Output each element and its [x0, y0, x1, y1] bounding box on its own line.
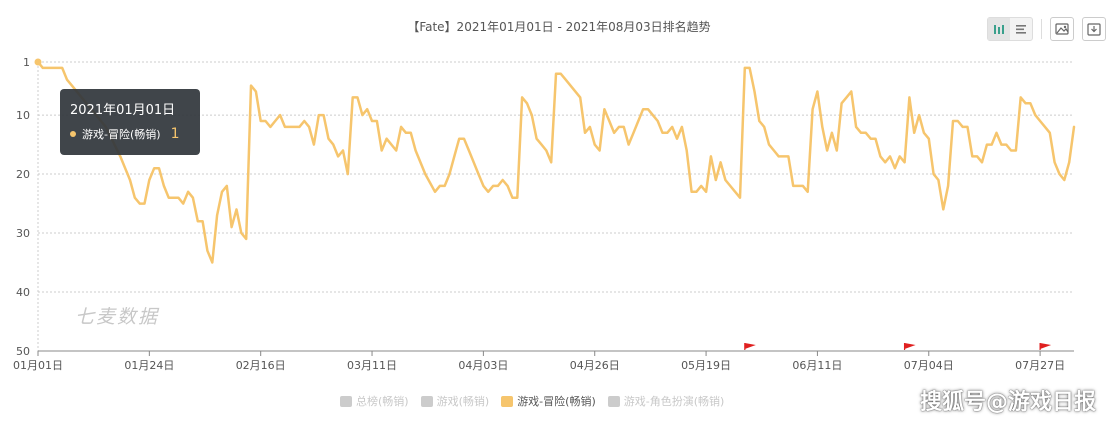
- chart-tooltip: 2021年01月01日 游戏-冒险(畅销) 1: [60, 89, 200, 155]
- y-tick-label: 10: [16, 109, 30, 122]
- x-tick-label: 03月11日: [347, 359, 397, 372]
- flag-icon[interactable]: [744, 343, 756, 350]
- x-tick-label: 04月03日: [458, 359, 508, 372]
- legend-swatch-icon: [420, 395, 433, 407]
- chart-legend: 总榜(畅销) 游戏(畅销) 游戏-冒险(畅销) 游戏-角色扮演(畅销): [340, 393, 724, 409]
- x-tick-label: 01月24日: [124, 359, 174, 372]
- legend-swatch-icon: [501, 395, 514, 407]
- y-axis-ticks: 1 10 20 30 40 50: [16, 56, 30, 358]
- y-tick-label: 40: [16, 286, 30, 299]
- legend-item[interactable]: 游戏-角色扮演(畅销): [607, 393, 725, 409]
- image-icon[interactable]: [1050, 17, 1074, 41]
- series-layer: [34, 58, 1076, 264]
- y-tick-label: 20: [16, 168, 30, 181]
- legend-item[interactable]: 游戏(畅销): [420, 393, 490, 409]
- x-tick-label: 07月04日: [904, 359, 954, 372]
- event-markers: [744, 343, 1052, 350]
- x-tick-label: 07月27日: [1015, 359, 1065, 372]
- watermark: 七麦数据: [75, 306, 160, 328]
- tooltip-value: 1: [170, 126, 180, 142]
- highlighted-point[interactable]: [34, 58, 42, 66]
- y-tick-label: 50: [16, 345, 30, 358]
- chart-title: 【Fate】2021年01月01日 - 2021年08月03日排名趋势: [407, 20, 711, 34]
- tooltip-row: 游戏-冒险(畅销) 1: [70, 126, 190, 142]
- x-tick-label: 05月19日: [681, 359, 731, 372]
- x-tick-label: 01月01日: [13, 359, 63, 372]
- chart-toolbar: [987, 17, 1106, 41]
- x-tick-label: 02月16日: [236, 359, 286, 372]
- view-toggle: [987, 17, 1033, 41]
- toolbar-divider: [1041, 19, 1042, 39]
- tooltip-series-label: 游戏-冒险(畅销): [82, 128, 161, 141]
- legend-label: 游戏-角色扮演(畅销): [623, 395, 725, 408]
- series-line[interactable]: [36, 60, 1076, 264]
- credit-text: 搜狐号@游戏日报: [919, 390, 1096, 415]
- flag-icon[interactable]: [1039, 343, 1052, 350]
- legend-label: 游戏(畅销): [436, 395, 490, 408]
- x-axis: 01月01日 01月24日 02月16日 03月11日 04月03日 04月26日 05月1…: [13, 350, 1074, 372]
- tooltip-date: 2021年01月01日: [70, 103, 176, 118]
- tooltip-dot-icon: [70, 131, 76, 137]
- legend-swatch-icon: [607, 395, 620, 407]
- x-tick-label: 04月26日: [570, 359, 620, 372]
- legend-label: 总榜(畅销): [356, 395, 409, 408]
- grid-lines: [37, 61, 1074, 351]
- x-tick-label: 06月11日: [792, 359, 842, 372]
- download-icon[interactable]: [1082, 17, 1106, 41]
- y-tick-label: 1: [23, 56, 30, 69]
- legend-item[interactable]: 游戏-冒险(畅销): [501, 393, 596, 409]
- y-tick-label: 30: [16, 227, 30, 240]
- bar-chart-icon[interactable]: [988, 18, 1010, 40]
- legend-swatch-icon: [340, 395, 352, 407]
- legend-item[interactable]: 总榜(畅销): [340, 393, 409, 409]
- list-icon[interactable]: [1010, 18, 1032, 40]
- flag-icon[interactable]: [903, 343, 916, 350]
- legend-label: 游戏-冒险(畅销): [517, 395, 596, 408]
